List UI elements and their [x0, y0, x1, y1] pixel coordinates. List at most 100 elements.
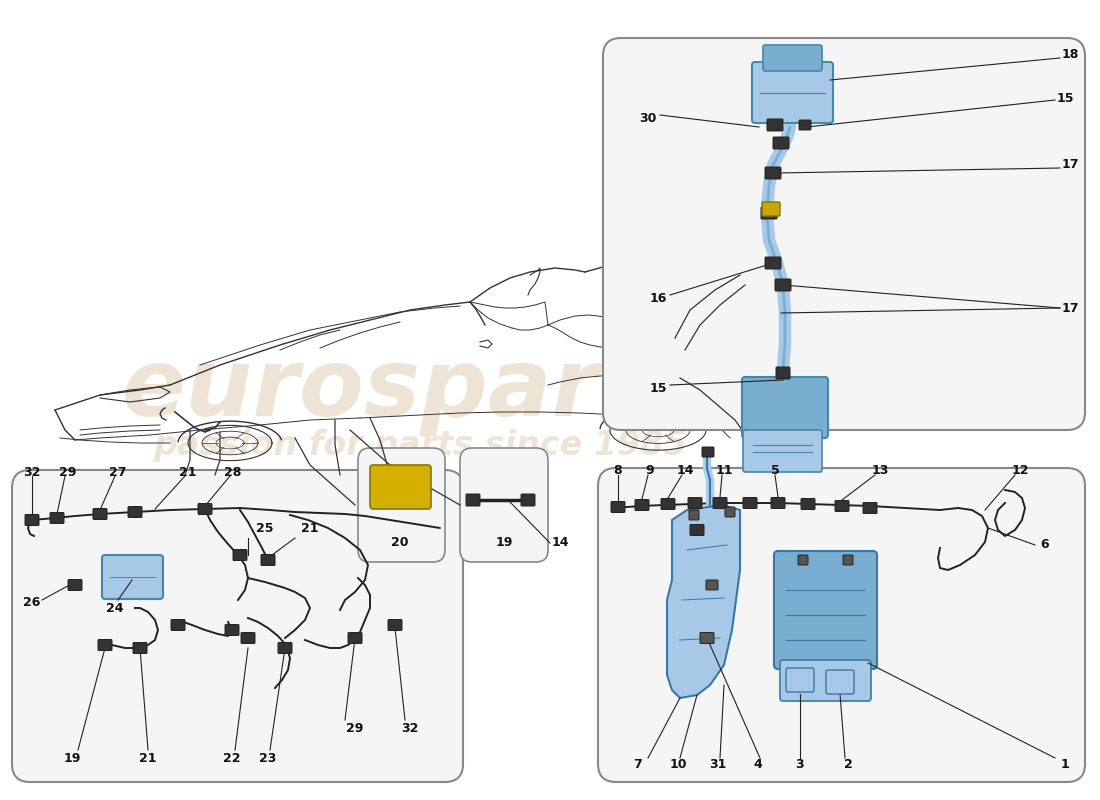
FancyBboxPatch shape: [688, 498, 702, 509]
FancyBboxPatch shape: [198, 503, 212, 514]
FancyBboxPatch shape: [689, 510, 698, 520]
FancyBboxPatch shape: [742, 377, 828, 438]
FancyBboxPatch shape: [725, 507, 735, 517]
Text: 2: 2: [844, 758, 852, 771]
FancyBboxPatch shape: [771, 498, 785, 509]
Text: 29: 29: [346, 722, 364, 734]
Text: 7: 7: [634, 758, 642, 771]
FancyBboxPatch shape: [466, 494, 480, 506]
FancyBboxPatch shape: [102, 555, 163, 599]
FancyBboxPatch shape: [226, 625, 239, 635]
Text: 21: 21: [301, 522, 319, 534]
FancyBboxPatch shape: [776, 279, 791, 291]
FancyBboxPatch shape: [261, 554, 275, 566]
Text: 10: 10: [669, 758, 686, 771]
Text: 14: 14: [551, 537, 569, 550]
FancyBboxPatch shape: [742, 430, 822, 472]
Text: 32: 32: [23, 466, 41, 478]
FancyBboxPatch shape: [460, 448, 548, 562]
FancyBboxPatch shape: [786, 668, 814, 692]
FancyBboxPatch shape: [170, 619, 185, 630]
Text: 20: 20: [392, 537, 409, 550]
Text: 15: 15: [649, 382, 667, 394]
FancyBboxPatch shape: [762, 202, 780, 216]
Text: 26: 26: [23, 597, 41, 610]
FancyBboxPatch shape: [25, 514, 39, 526]
FancyBboxPatch shape: [801, 498, 815, 510]
FancyBboxPatch shape: [826, 670, 854, 694]
Text: 25: 25: [256, 522, 274, 534]
FancyBboxPatch shape: [764, 257, 781, 269]
FancyBboxPatch shape: [12, 470, 463, 782]
FancyBboxPatch shape: [761, 207, 777, 219]
Text: 16: 16: [649, 291, 667, 305]
FancyBboxPatch shape: [864, 502, 877, 514]
Text: 27: 27: [109, 466, 126, 478]
Text: 6: 6: [1041, 538, 1049, 551]
Text: 1: 1: [1060, 758, 1069, 771]
Text: 24: 24: [107, 602, 123, 614]
Text: 19: 19: [495, 537, 513, 550]
FancyBboxPatch shape: [278, 642, 292, 654]
FancyBboxPatch shape: [798, 555, 808, 565]
Text: 19: 19: [64, 751, 80, 765]
FancyBboxPatch shape: [128, 506, 142, 518]
Text: 17: 17: [1062, 158, 1079, 171]
FancyBboxPatch shape: [133, 642, 147, 654]
FancyBboxPatch shape: [598, 468, 1085, 782]
Text: passion for parts since 1985: passion for parts since 1985: [153, 429, 686, 462]
FancyBboxPatch shape: [521, 494, 535, 506]
FancyBboxPatch shape: [358, 448, 446, 562]
FancyBboxPatch shape: [610, 502, 625, 513]
Text: 32: 32: [402, 722, 419, 734]
Text: 5: 5: [771, 463, 780, 477]
Text: 21: 21: [179, 466, 197, 478]
FancyBboxPatch shape: [661, 498, 675, 510]
FancyBboxPatch shape: [799, 120, 811, 130]
FancyBboxPatch shape: [388, 619, 401, 630]
FancyBboxPatch shape: [835, 501, 849, 511]
FancyBboxPatch shape: [603, 38, 1085, 430]
FancyBboxPatch shape: [348, 633, 362, 643]
Text: 21: 21: [140, 751, 156, 765]
FancyBboxPatch shape: [706, 580, 718, 590]
FancyBboxPatch shape: [767, 119, 783, 131]
FancyBboxPatch shape: [713, 498, 727, 509]
Text: eurospares: eurospares: [121, 344, 718, 436]
FancyBboxPatch shape: [776, 367, 790, 379]
FancyBboxPatch shape: [68, 579, 82, 590]
Text: 30: 30: [639, 111, 657, 125]
FancyBboxPatch shape: [233, 550, 248, 561]
FancyBboxPatch shape: [843, 555, 852, 565]
Text: 17: 17: [1062, 302, 1079, 314]
Text: 23: 23: [260, 751, 277, 765]
Text: 15: 15: [1056, 91, 1074, 105]
Text: 12: 12: [1011, 463, 1028, 477]
FancyBboxPatch shape: [98, 639, 112, 650]
Text: 14: 14: [676, 463, 694, 477]
FancyBboxPatch shape: [50, 513, 64, 523]
Text: 29: 29: [59, 466, 77, 478]
FancyBboxPatch shape: [690, 525, 704, 535]
FancyBboxPatch shape: [700, 633, 714, 643]
Polygon shape: [667, 505, 740, 698]
FancyBboxPatch shape: [94, 509, 107, 519]
Text: 3: 3: [795, 758, 804, 771]
Text: 8: 8: [614, 463, 623, 477]
Text: 18: 18: [1062, 49, 1079, 62]
Text: 31: 31: [710, 758, 727, 771]
FancyBboxPatch shape: [773, 137, 789, 149]
Text: 13: 13: [871, 463, 889, 477]
FancyBboxPatch shape: [752, 62, 833, 123]
FancyBboxPatch shape: [764, 167, 781, 179]
Text: 4: 4: [754, 758, 762, 771]
Text: 11: 11: [715, 463, 733, 477]
Text: 22: 22: [223, 751, 241, 765]
FancyBboxPatch shape: [241, 633, 255, 643]
FancyBboxPatch shape: [763, 45, 822, 71]
Text: 9: 9: [646, 463, 654, 477]
FancyBboxPatch shape: [702, 447, 714, 457]
FancyBboxPatch shape: [780, 660, 871, 701]
FancyBboxPatch shape: [635, 499, 649, 510]
FancyBboxPatch shape: [774, 551, 877, 669]
